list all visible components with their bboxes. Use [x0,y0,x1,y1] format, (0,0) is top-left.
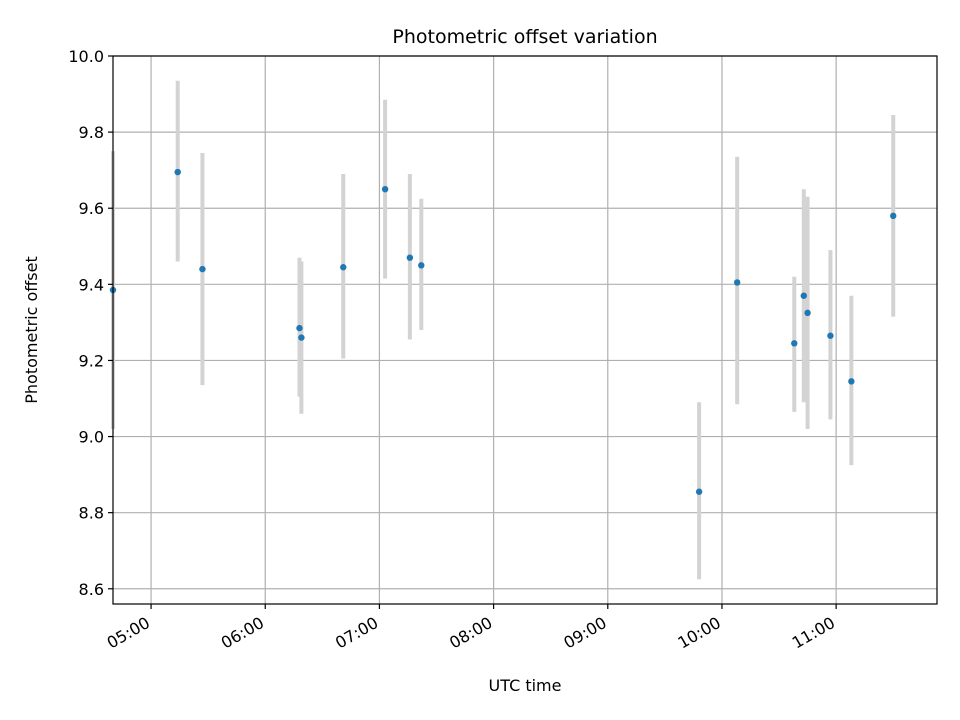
data-point [381,185,389,193]
data-point [800,292,807,299]
data-point [340,264,347,271]
data-point [733,279,741,286]
data-point [199,265,206,273]
y-tick-label: 10.0 [68,47,104,66]
data-point [418,262,425,269]
data-point [848,378,855,385]
data-point [174,168,181,176]
plot-frame [112,55,938,605]
y-tick-label: 9.8 [79,123,104,142]
data-point [296,324,303,332]
y-tick-label: 9.0 [79,428,104,447]
axis-ticks [108,55,837,609]
data-point [406,254,414,261]
y-tick-label: 9.6 [79,199,104,218]
data-point [791,340,798,347]
chart-title: Photometric offset variation [392,26,657,48]
data-point [298,334,305,341]
data-point [890,212,897,220]
y-tick-label: 8.8 [79,504,104,523]
data-point [827,332,834,339]
data-point [695,488,703,495]
x-axis-label: UTC time [489,676,562,695]
y-tick-label: 8.6 [79,580,104,599]
data-point [804,309,811,317]
y-axis-label: Photometric offset [22,256,41,404]
y-tick-labels: 8.6 8.8 9.0 9.2 9.4 9.6 9.8 10.0 [68,47,104,599]
data-points [109,168,897,495]
y-tick-label: 9.2 [79,351,104,370]
y-tick-label: 9.4 [79,275,104,294]
